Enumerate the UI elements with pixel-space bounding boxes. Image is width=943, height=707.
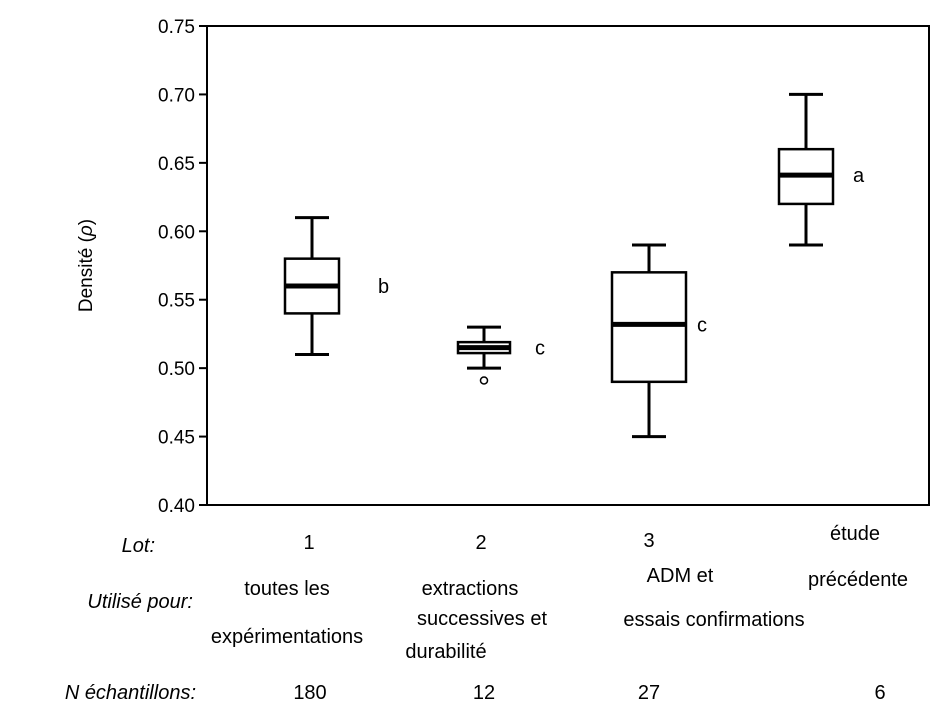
significance-letter: b — [378, 276, 389, 298]
box-group-3: c — [610, 243, 707, 439]
box-group-4: a — [777, 92, 865, 247]
row-label-use: Utilisé pour: — [87, 591, 193, 613]
axes: 0.40 0.45 0.50 0.55 0.60 0.65 0.70 0.75 Densité … — [76, 17, 930, 517]
sample-count: 27 — [638, 682, 660, 704]
box-group-2: c — [456, 325, 545, 385]
y-tick-label: 0.60 — [158, 222, 195, 243]
use-label-line: successives et — [417, 608, 547, 630]
use-label-line: ADM et — [647, 565, 714, 587]
sample-count: 180 — [293, 682, 326, 704]
y-tick-label: 0.65 — [158, 154, 195, 175]
boxes: b c c a — [283, 92, 865, 439]
y-tick-label: 0.40 — [158, 496, 195, 517]
y-axis-label-text: Densité ( — [76, 235, 97, 312]
use-label-line: précédente — [808, 569, 908, 591]
box-iqr — [610, 271, 688, 384]
y-axis-label: Densité (ρ) — [76, 219, 97, 312]
lot-label: 3 — [643, 530, 654, 552]
row-label-n: N échantillons: — [65, 682, 196, 704]
labels: Lot: Utilisé pour: N échantillons: 1 toutes … — [65, 523, 908, 704]
y-tick-label: 0.45 — [158, 428, 195, 449]
y-tick-label: 0.55 — [158, 291, 195, 312]
use-label-line: durabilité — [405, 641, 486, 663]
y-tick-label: 0.70 — [158, 85, 195, 106]
use-label-line: essais confirmations — [623, 609, 804, 631]
plot-frame — [206, 25, 930, 506]
sample-count: 12 — [473, 682, 495, 704]
box-group-1: b — [283, 216, 389, 356]
significance-letter: a — [853, 165, 865, 187]
lot-label: étude — [830, 523, 880, 545]
y-axis-label-symbol: ρ — [76, 225, 97, 237]
significance-letter: c — [535, 338, 545, 360]
use-label-line: extractions — [422, 578, 519, 600]
outlier-point — [479, 376, 489, 385]
y-axis-label-close: ) — [76, 219, 97, 225]
row-label-lot: Lot: — [122, 535, 155, 557]
use-label-line: toutes les — [244, 578, 330, 600]
significance-letter: c — [697, 314, 707, 336]
lot-label: 1 — [303, 532, 314, 554]
y-tick-label: 0.75 — [158, 17, 195, 38]
use-label-line: expérimentations — [211, 626, 363, 648]
lot-label: 2 — [475, 532, 486, 554]
y-tick-label: 0.50 — [158, 359, 195, 380]
sample-count: 6 — [874, 682, 885, 704]
